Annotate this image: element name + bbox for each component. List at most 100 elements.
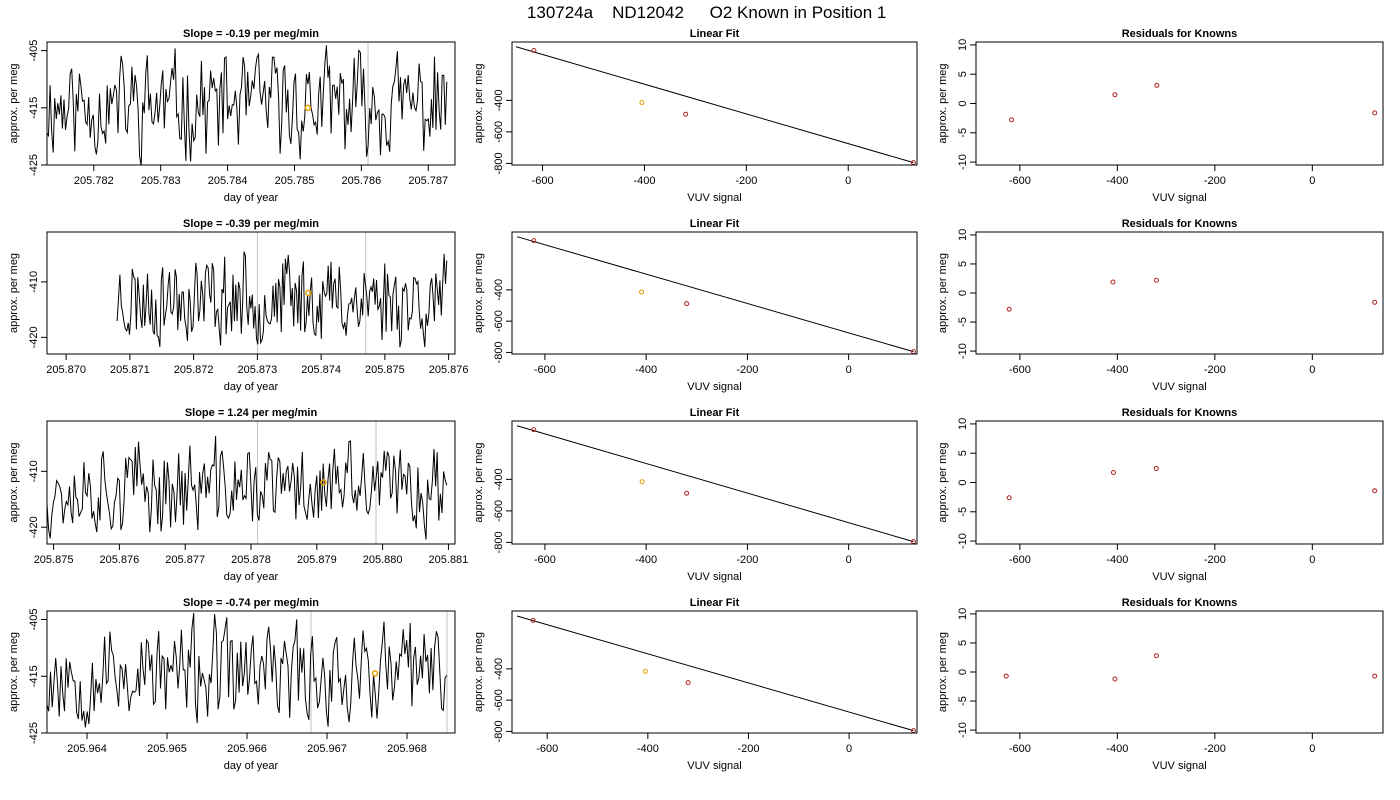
x-tick-label: -200 bbox=[737, 743, 759, 755]
plot-area bbox=[47, 611, 448, 733]
x-tick-label: -600 bbox=[534, 554, 556, 566]
y-axis-label: approx. per meg bbox=[473, 63, 485, 143]
data-point bbox=[1153, 277, 1159, 283]
x-axis-label: VUV signal bbox=[1152, 571, 1206, 583]
x-tick-label: -400 bbox=[1106, 364, 1128, 376]
x-tick-label: 205.872 bbox=[174, 364, 214, 376]
panel-title: Residuals for Knowns bbox=[1122, 597, 1238, 609]
data-point bbox=[639, 289, 645, 295]
plot-area bbox=[47, 421, 448, 544]
x-tick-label: 205.783 bbox=[141, 175, 181, 187]
data-point bbox=[531, 238, 537, 244]
y-tick-label: 5 bbox=[957, 261, 969, 267]
x-axis-label: day of year bbox=[224, 760, 279, 772]
x-tick-label: 205.871 bbox=[110, 364, 150, 376]
plot-area bbox=[1006, 277, 1378, 312]
x-tick-label: -400 bbox=[1106, 175, 1128, 187]
highlight-point bbox=[320, 479, 327, 486]
series-line bbox=[47, 612, 448, 728]
x-axis-label: VUV signal bbox=[1152, 381, 1206, 393]
y-tick-label: -600 bbox=[493, 121, 505, 143]
y-axis-label: approx. per meg bbox=[8, 63, 20, 143]
x-tick-label: 0 bbox=[845, 175, 851, 187]
y-tick-label: -415 bbox=[28, 97, 40, 119]
data-point bbox=[639, 479, 645, 485]
y-axis-label: approx. per meg bbox=[937, 63, 949, 143]
plot-frame bbox=[975, 420, 1384, 545]
plot-area bbox=[516, 615, 916, 733]
x-tick-label: -400 bbox=[635, 554, 657, 566]
y-axis-label: approx. per meg bbox=[473, 632, 485, 712]
figure-title-part-2: ND12042 bbox=[612, 3, 684, 22]
plot-area bbox=[1006, 465, 1378, 501]
plot-frame bbox=[975, 41, 1384, 166]
data-point bbox=[684, 301, 690, 307]
fit-line bbox=[516, 615, 914, 732]
plot-area bbox=[516, 236, 916, 354]
x-axis-label: VUV signal bbox=[1152, 760, 1206, 772]
plot-frame bbox=[975, 231, 1384, 355]
panel-r1-c1: Slope = -0.19 per meg/min 205.782 205.783 2… bbox=[8, 28, 456, 204]
data-point bbox=[1009, 117, 1015, 123]
highlight-point bbox=[371, 670, 379, 677]
plot-area bbox=[516, 425, 916, 544]
x-tick-label: -600 bbox=[1009, 175, 1031, 187]
y-tick-label: -600 bbox=[493, 310, 505, 332]
x-axis-label: day of year bbox=[224, 192, 279, 204]
data-point bbox=[531, 48, 537, 54]
data-point bbox=[1372, 110, 1378, 116]
x-tick-label: 205.875 bbox=[365, 364, 405, 376]
data-point bbox=[1006, 306, 1012, 312]
x-tick-label: -200 bbox=[736, 554, 758, 566]
series-line bbox=[116, 251, 448, 348]
y-tick-label: -800 bbox=[493, 341, 505, 363]
plot-frame bbox=[511, 610, 918, 734]
x-tick-label: 205.877 bbox=[165, 554, 205, 566]
y-tick-label: 5 bbox=[957, 71, 969, 77]
data-point bbox=[1372, 488, 1378, 494]
highlight-point bbox=[304, 104, 312, 112]
plot-frame bbox=[975, 610, 1384, 734]
panel-r1-c2: Linear Fit -600 -400 -200 0 -800 -600 -400 VUV s… bbox=[473, 28, 918, 204]
y-tick-label: -800 bbox=[493, 152, 505, 174]
x-tick-label: 205.787 bbox=[408, 175, 448, 187]
x-tick-label: 205.786 bbox=[341, 175, 381, 187]
data-point bbox=[1112, 676, 1118, 682]
panel-r3-c3: Residuals for Knowns -600 -400 -200 0 -10 -5 0 5… bbox=[937, 407, 1384, 583]
data-point bbox=[639, 100, 645, 106]
y-tick-label: -5 bbox=[957, 317, 969, 327]
y-tick-label: -10 bbox=[957, 722, 969, 738]
y-tick-label: -400 bbox=[493, 468, 505, 490]
panel-r4-c3: Residuals for Knowns -600 -400 -200 0 -10 -5 0 5… bbox=[937, 597, 1384, 772]
series-line bbox=[47, 435, 448, 540]
panel-title: Linear Fit bbox=[690, 597, 740, 609]
series-line bbox=[47, 45, 448, 165]
x-tick-label: 205.785 bbox=[275, 175, 315, 187]
panel-r4-c1: Slope = -0.74 per meg/min 205.964 205.965 2… bbox=[8, 597, 456, 772]
x-tick-label: 205.964 bbox=[67, 743, 107, 755]
x-tick-label: 205.782 bbox=[74, 175, 114, 187]
x-tick-label: 205.870 bbox=[46, 364, 86, 376]
figure-title-part-1: 130724a bbox=[527, 3, 594, 22]
y-axis-label: approx. per meg bbox=[8, 442, 20, 522]
x-tick-label: -200 bbox=[1204, 743, 1226, 755]
x-tick-label: -600 bbox=[1009, 364, 1031, 376]
y-tick-label: 0 bbox=[957, 100, 969, 106]
x-tick-label: 205.784 bbox=[208, 175, 248, 187]
y-tick-label: -800 bbox=[493, 531, 505, 553]
data-point bbox=[1112, 92, 1118, 98]
x-tick-label: -200 bbox=[1204, 554, 1226, 566]
data-point bbox=[1003, 673, 1009, 679]
data-point bbox=[685, 680, 691, 686]
y-tick-label: -400 bbox=[493, 279, 505, 301]
y-tick-label: -5 bbox=[957, 696, 969, 706]
x-tick-label: -400 bbox=[637, 743, 659, 755]
y-tick-label: -600 bbox=[493, 500, 505, 522]
x-tick-label: 205.881 bbox=[429, 554, 469, 566]
plot-area bbox=[515, 46, 916, 165]
panel-title: Linear Fit bbox=[690, 218, 740, 230]
y-tick-label: 0 bbox=[957, 669, 969, 675]
panel-r2-c1: Slope = -0.39 per meg/min 205.870 205.871 2… bbox=[8, 218, 469, 393]
y-tick-label: 0 bbox=[957, 290, 969, 296]
y-tick-label: 10 bbox=[957, 39, 969, 51]
